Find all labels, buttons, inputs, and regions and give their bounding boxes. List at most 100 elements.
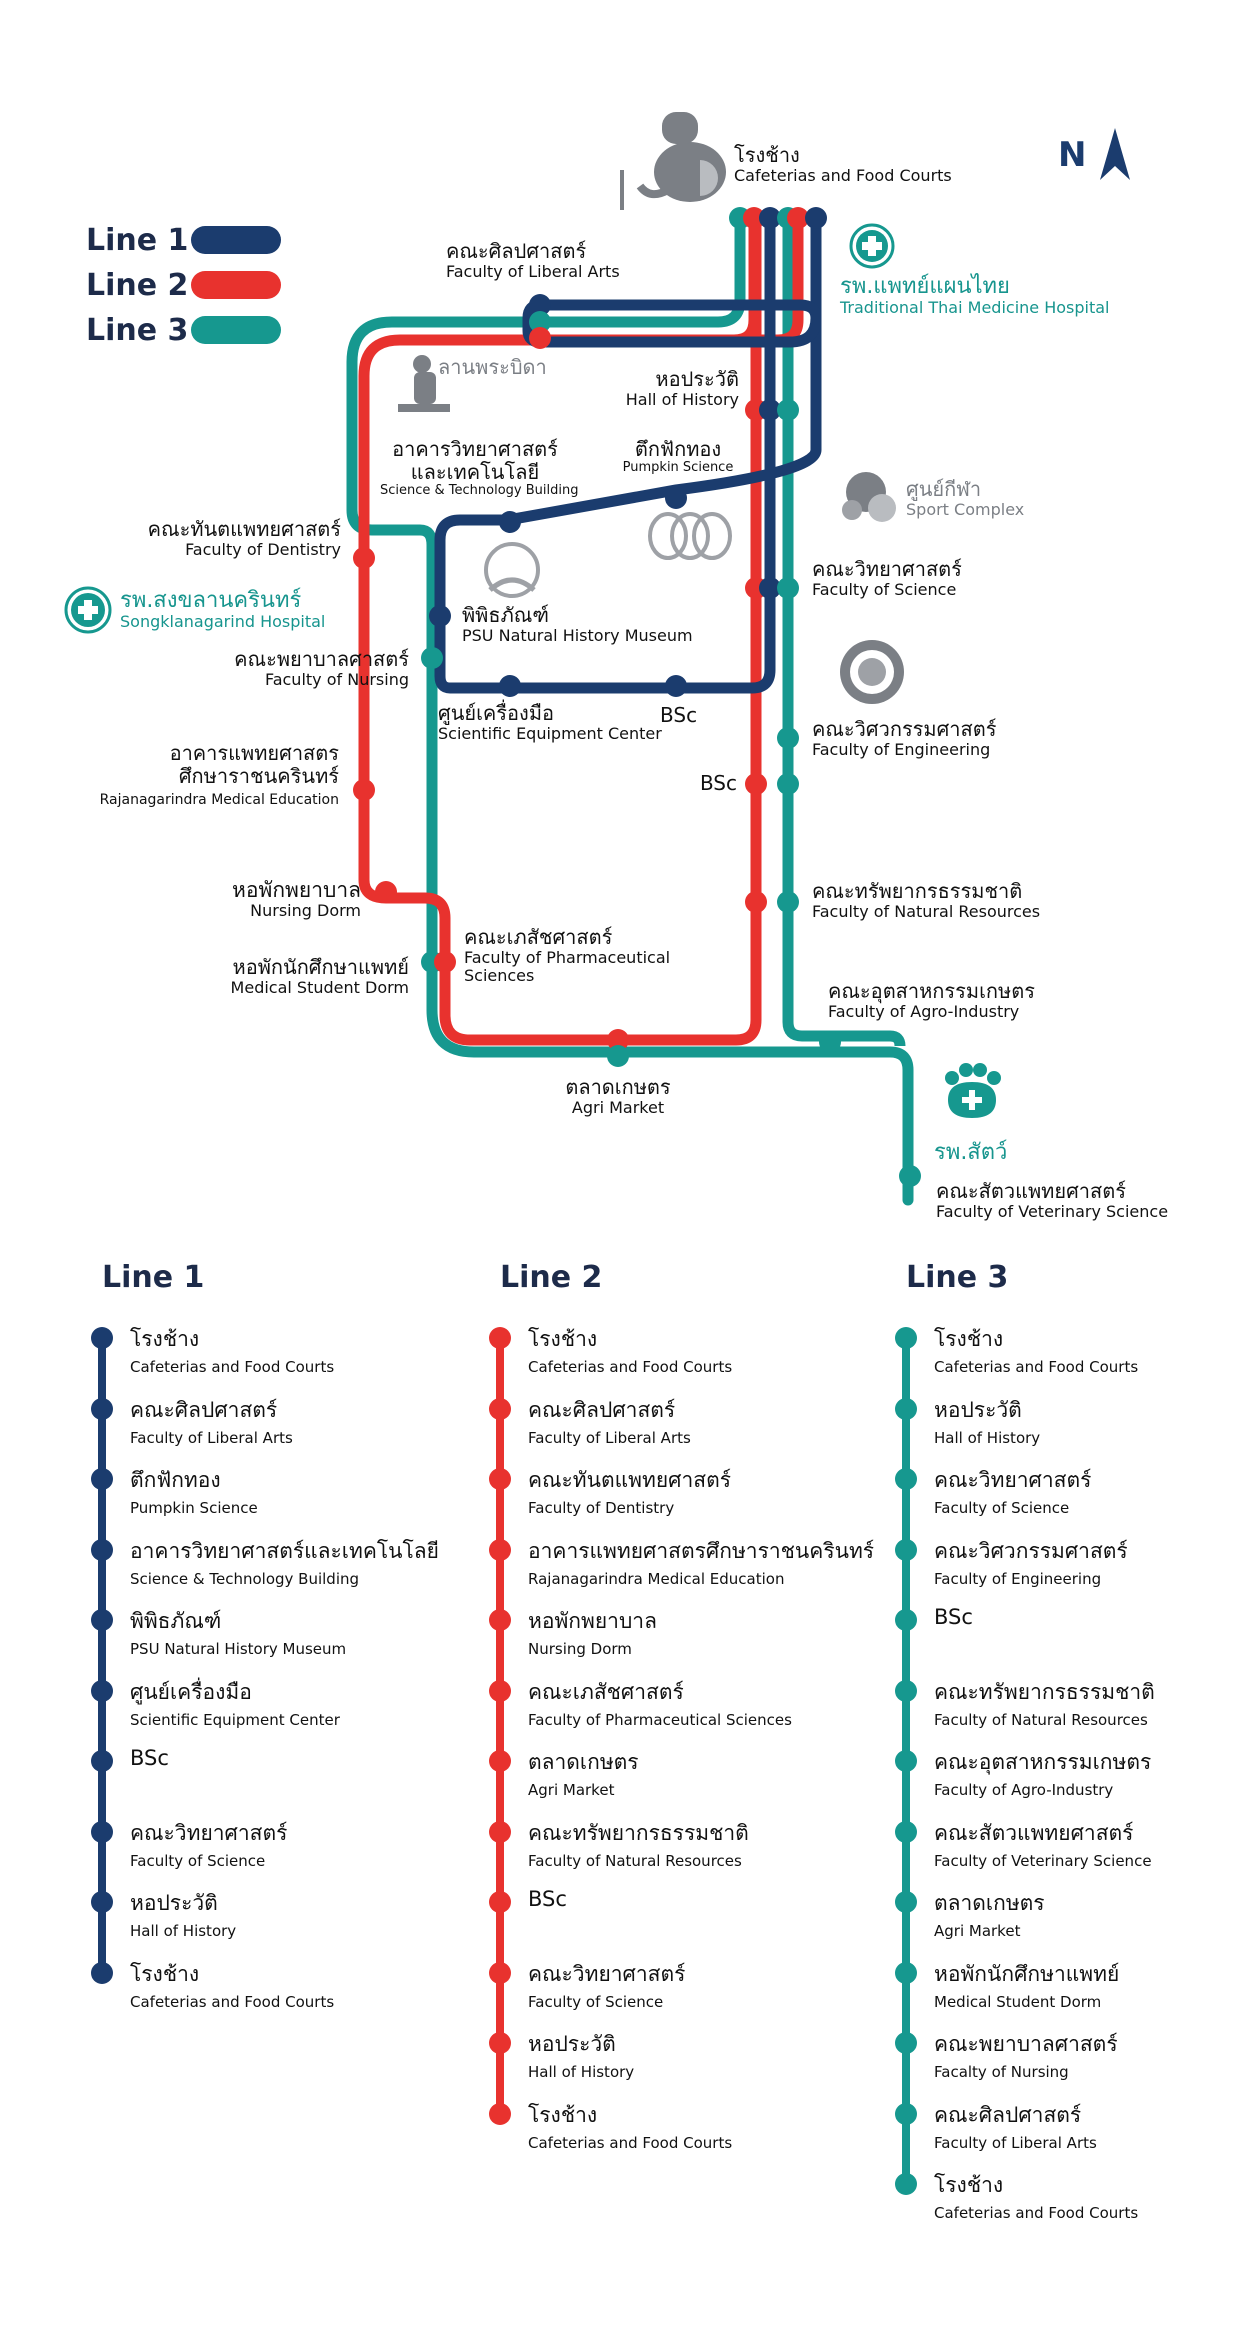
label-th: ศูนย์กีฬา: [906, 477, 982, 501]
stop-dot: [489, 1961, 511, 1984]
label-en: Sport Complex: [906, 500, 1025, 519]
thai-med-hospital-icon: [849, 223, 895, 269]
line-list-stop: หอพักนักศึกษาแพทย์ Medical Student Dorm: [895, 1958, 1155, 2029]
stop-name-en: Faculty of Agro-Industry: [934, 1781, 1114, 1799]
station-museum: [429, 605, 451, 627]
label-en: Agri Market: [571, 1098, 665, 1117]
label-th-2: ศึกษาราชนครินทร์: [178, 764, 339, 788]
station-bsc-1: [665, 675, 687, 697]
station-engineering: [777, 727, 799, 749]
sport-label: ศูนย์กีฬา Sport Complex: [906, 478, 1024, 519]
stop-name-th: พิพิธภัณฑ์: [130, 1609, 222, 1633]
stop-name-th: คณะพยาบาลศาสตร์: [934, 2032, 1118, 2056]
label-en: Rajanagarindra Medical Education: [99, 792, 339, 808]
line-1-list: Line 1 โรงช้าง Cafeterias and Food Courts ค…: [91, 1260, 439, 2029]
stop-name-en: Nursing Dorm: [528, 1640, 632, 1658]
legend-line-3: Line 3: [86, 313, 281, 348]
line-list-stop: โรงช้าง Cafeterias and Food Courts: [895, 2169, 1155, 2240]
label-en: Faculty of Nursing: [264, 670, 409, 689]
line-list-stop: คณะวิทยาศาสตร์ Faculty of Science: [489, 1958, 874, 2029]
dentistry-label: คณะทันตแพทยศาสตร์ Faculty of Dentistry: [148, 518, 341, 559]
station-agri-3: [607, 1045, 629, 1067]
stop-name-en: Cafeterias and Food Courts: [130, 1992, 335, 2011]
station-pumpkin: [665, 487, 687, 509]
line-list-stop: BSc: [895, 1605, 1155, 1676]
label-th: คณะเภสัชศาสตร์: [464, 925, 613, 949]
stop-dot: [895, 1327, 917, 1349]
pharm-label: คณะเภสัชศาสตร์ Faculty of Pharmaceutical…: [464, 926, 670, 986]
stop-name-en: Pumpkin Science: [130, 1499, 258, 1517]
label-th: คณะวิทยาศาสตร์: [812, 557, 962, 581]
pumpkin-icon: [648, 512, 732, 560]
route-map: [64, 112, 1130, 1206]
med-edu-label: อาคารแพทยศาสตร ศึกษาราชนครินทร์ Rajanaga…: [99, 742, 339, 809]
stop-name-th: หอพักพยาบาล: [528, 1609, 657, 1633]
label-th: ตลาดเกษตร: [565, 1075, 671, 1099]
line-list-stop: คณะเภสัชศาสตร์ Faculty of Pharmaceutical …: [489, 1676, 874, 1747]
station-liberal-arts-2: [529, 327, 551, 349]
label-th: หอพักนักศึกษาแพทย์: [232, 955, 409, 979]
stop-dot: [91, 1538, 113, 1561]
station-nurse-dorm: [375, 881, 397, 903]
stop-dot: [895, 1750, 917, 1772]
station-sci-equip: [499, 675, 521, 697]
vet-label: คณะสัตวแพทยศาสตร์ Faculty of Veterinary …: [936, 1180, 1168, 1221]
stop-name-en: Cafeterias and Food Courts: [528, 2133, 733, 2152]
stop-dot: [895, 2173, 917, 2195]
agro-label: คณะอุตสาหกรรมเกษตร Faculty of Agro-Indus…: [828, 980, 1035, 1021]
station-dot: [805, 207, 827, 229]
label-en: Medical Student Dorm: [230, 978, 409, 997]
stop-name-en: Faculty of Science: [130, 1851, 266, 1870]
line-1-loop: [522, 299, 822, 348]
stop-name-th: คณะศิลปศาสตร์: [130, 1397, 278, 1422]
stop-name-en: Science & Technology Building: [130, 1569, 360, 1588]
line-list-stop: โรงช้าง Cafeterias and Food Courts: [91, 1958, 439, 2029]
line-list-stop: คณะอุตสาหกรรมเกษตร Faculty of Agro-Indust…: [895, 1746, 1155, 1817]
bsc-label-1: BSc: [660, 703, 698, 727]
stop-name-en: Faculty of Liberal Arts: [934, 2133, 1097, 2152]
line-list-stop: โรงช้าง Cafeterias and Food Courts: [489, 2099, 874, 2170]
label-en: Faculty of Veterinary Science: [936, 1202, 1169, 1221]
stop-dot: [895, 1891, 917, 1913]
line-2-list: Line 2 โรงช้าง Cafeterias and Food Courts ค…: [489, 1260, 874, 2170]
line-list-stop: คณะวิศวกรรมศาสตร์ Faculty of Engineering: [895, 1535, 1155, 1606]
stop-dot: [895, 2032, 917, 2054]
station-history-3: [777, 399, 799, 421]
stop-name-th: หอประวัติ: [934, 1397, 1022, 1422]
line-list-stop: BSc: [489, 1887, 874, 1958]
label-th: คณะสัตวแพทยศาสตร์: [936, 1179, 1126, 1203]
stop-dot: [895, 1820, 917, 1843]
stop-name-en: Cafeterias and Food Courts: [528, 1358, 733, 1376]
stop-name-th: คณะทรัพยากรธรรมชาติ: [528, 1820, 749, 1845]
stop-dot: [895, 1961, 917, 1984]
line-list-stop: BSc: [91, 1746, 439, 1817]
stop-name-en: Agri Market: [528, 1781, 615, 1799]
line-list-stop: ตลาดเกษตร Agri Market: [489, 1746, 874, 1817]
stop-dot: [91, 1609, 113, 1631]
med-dorm-label: หอพักนักศึกษาแพทย์ Medical Student Dorm: [231, 956, 409, 997]
label-th: โรงช้าง: [734, 143, 800, 167]
stop-name-en: Faculty of Liberal Arts: [130, 1428, 293, 1447]
stop-dot: [489, 2032, 511, 2054]
terminal-dots: [729, 207, 827, 229]
bsc-label-2: BSc: [699, 771, 737, 795]
label-th: คณะศิลปศาสตร์: [446, 239, 587, 263]
station-dentistry: [353, 547, 375, 569]
line-list-stop: คณะสัตวแพทยศาสตร์ Faculty of Veterinary S…: [895, 1817, 1155, 1888]
natres-label: คณะทรัพยากรธรรมชาติ Faculty of Natural R…: [812, 880, 1040, 921]
line-list-rail: [496, 1337, 504, 2113]
stop-name-en: Hall of History: [528, 2063, 635, 2081]
stop-dot: [91, 1891, 113, 1913]
agri-label: ตลาดเกษตร Agri Market: [540, 1076, 696, 1117]
legend-line-1: Line 1: [86, 223, 281, 258]
stop-name-th: คณะทันตแพทยศาสตร์: [528, 1468, 732, 1492]
stop-name-en: Medical Student Dorm: [934, 1992, 1102, 2011]
line-list-stop: คณะวิทยาศาสตร์ Faculty of Science: [91, 1817, 439, 1888]
label-th: คณะทันตแพทยศาสตร์: [147, 517, 341, 541]
label-th: คณะทรัพยากรธรรมชาติ: [812, 879, 1023, 903]
stop-name-en: Faculty of Dentistry: [528, 1499, 675, 1517]
stop-name-en: Facalty of Nursing: [934, 2063, 1069, 2081]
station-bsc-2: [745, 773, 767, 795]
line-list-stop: โรงช้าง Cafeterias and Food Courts: [489, 1323, 874, 1394]
legend-swatch: [191, 226, 281, 254]
